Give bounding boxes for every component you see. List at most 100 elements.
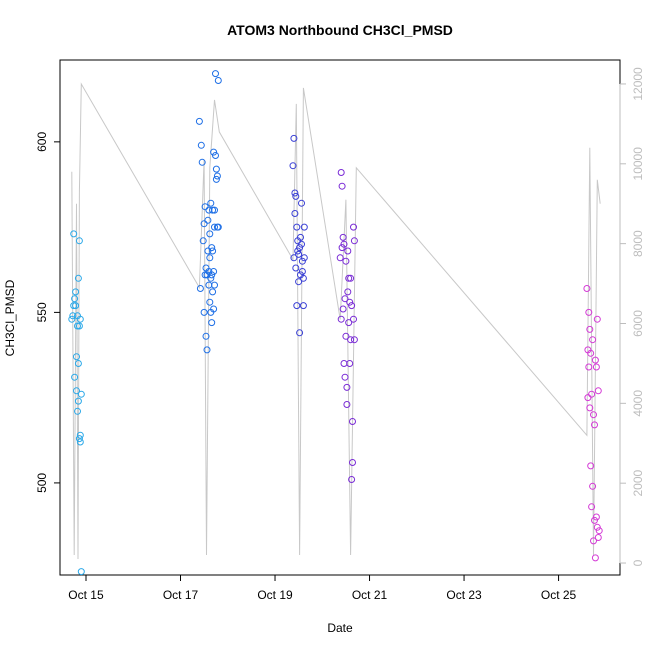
data-point (343, 383, 351, 391)
data-point (212, 152, 219, 159)
data-point (300, 223, 308, 231)
data-point (336, 254, 344, 262)
data-point (589, 482, 597, 490)
data-point (203, 346, 211, 354)
y2-tick-label: 10000 (631, 147, 645, 181)
data-point (293, 302, 301, 310)
data-point (345, 274, 353, 282)
data-point (585, 363, 593, 371)
series-3 (336, 169, 358, 483)
data-point (295, 250, 303, 258)
data-point (587, 462, 595, 470)
data-point (209, 288, 217, 296)
data-point (340, 360, 348, 367)
data-point (291, 189, 299, 197)
data-point (71, 295, 79, 303)
data-point (592, 363, 600, 371)
data-point (199, 237, 207, 245)
data-point (196, 285, 204, 292)
y2-tick-label: 0 (631, 559, 645, 566)
data-point (589, 336, 597, 344)
data-point (293, 223, 301, 231)
data-point (348, 476, 356, 483)
data-point (74, 322, 81, 330)
data-point (198, 158, 206, 166)
x-tick-label: Oct 15 (68, 588, 104, 602)
data-point (76, 431, 84, 439)
data-point (586, 404, 594, 412)
y-axis-label: CH3Cl_PMSD (3, 279, 17, 356)
data-point (587, 349, 595, 357)
data-point (70, 230, 78, 238)
data-point (211, 206, 218, 214)
data-point (209, 247, 217, 255)
data-point (584, 394, 592, 402)
data-point (207, 199, 215, 207)
data-point (344, 288, 352, 296)
data-point (594, 387, 602, 395)
data-point (339, 305, 347, 313)
y-tick-label: 500 (35, 473, 49, 493)
y2-tick-label: 6000 (631, 310, 645, 337)
y2-tick-label: 4000 (631, 390, 645, 417)
data-point (213, 172, 221, 180)
y-axis-right: 0 2000 4000 6000 8000 10000 12000 (619, 67, 645, 566)
data-point (586, 325, 594, 333)
data-point (344, 247, 352, 255)
data-point (346, 298, 354, 306)
data-point (69, 312, 77, 320)
data-point (300, 254, 308, 262)
data-point (349, 418, 356, 425)
data-point (298, 240, 305, 248)
data-point (297, 233, 304, 241)
data-point (195, 117, 203, 125)
x-tick-label: Oct 19 (257, 588, 293, 602)
data-point (200, 308, 208, 316)
data-point (68, 315, 76, 323)
data-point (299, 302, 307, 310)
x-tick-label: Oct 25 (541, 588, 577, 602)
data-point (208, 271, 216, 279)
data-point (298, 257, 306, 265)
data-point (593, 523, 601, 531)
data-point (75, 435, 83, 443)
altitude-line (71, 82, 601, 560)
data-point (70, 302, 78, 310)
data-point (343, 401, 351, 408)
data-point (295, 278, 303, 286)
data-point (208, 244, 216, 252)
data-point (342, 257, 350, 265)
data-point (338, 182, 346, 190)
y-axis-left: 500 550 600 (35, 132, 61, 493)
data-point (201, 203, 209, 211)
data-point (593, 315, 601, 323)
data-point (591, 421, 598, 429)
y2-tick-label: 12000 (631, 67, 645, 101)
data-point (206, 298, 214, 306)
data-point (291, 210, 299, 217)
data-point (591, 554, 599, 562)
data-point (73, 353, 80, 361)
series-2 (289, 134, 308, 337)
data-point (594, 534, 602, 541)
data-points-layer (68, 70, 603, 576)
data-point (341, 295, 349, 303)
data-point (585, 308, 593, 316)
data-point (592, 513, 600, 521)
chart-title: ATOM3 Northbound CH3Cl_PMSD (227, 22, 453, 38)
data-point (77, 390, 85, 398)
data-point (210, 268, 218, 275)
data-point (583, 285, 591, 292)
data-point (347, 336, 355, 344)
x-tick-label: Oct 17 (163, 588, 199, 602)
data-point (591, 356, 599, 364)
data-point (212, 70, 219, 78)
data-point (347, 274, 355, 282)
data-point (206, 254, 214, 262)
data-point (71, 373, 79, 381)
data-point (204, 216, 212, 224)
data-point (345, 319, 353, 327)
data-point (348, 302, 356, 310)
data-point (337, 169, 345, 176)
data-point (76, 315, 84, 323)
